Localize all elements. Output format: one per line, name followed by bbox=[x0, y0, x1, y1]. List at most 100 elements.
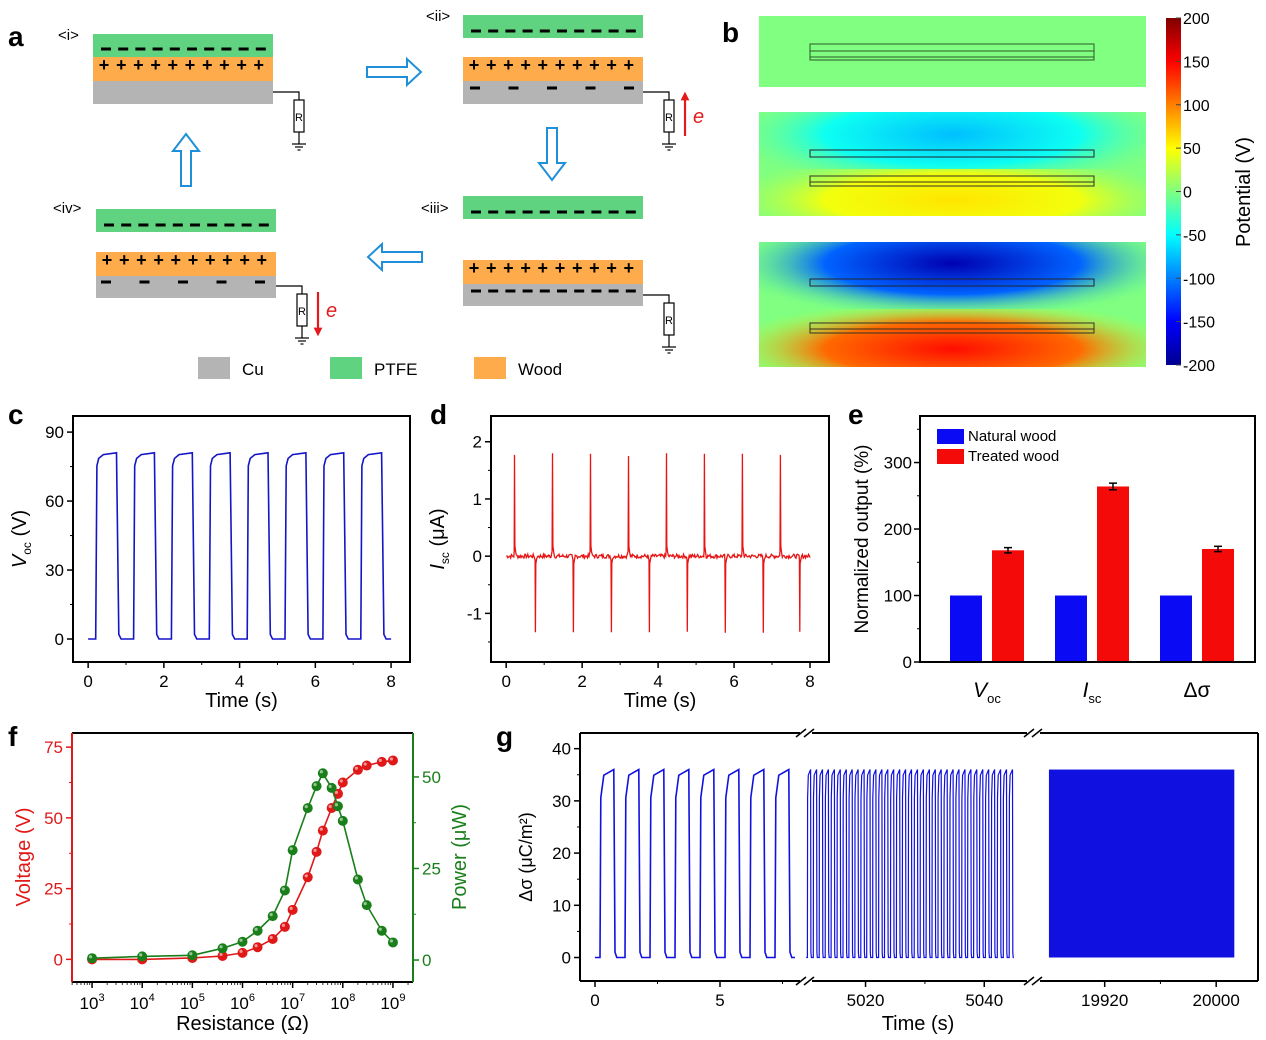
positive-charge: + bbox=[538, 258, 549, 278]
power-point bbox=[361, 900, 372, 911]
voltage-point bbox=[361, 760, 372, 771]
category-label: Voc bbox=[973, 679, 1001, 706]
power-point-highlight bbox=[389, 939, 394, 943]
stage-label: <iii> bbox=[421, 200, 449, 217]
power-point-highlight bbox=[189, 952, 193, 956]
power-point-highlight bbox=[339, 817, 343, 821]
legend-label-cu: Cu bbox=[242, 360, 264, 379]
copper-electrode bbox=[96, 276, 276, 298]
negative-charge bbox=[187, 47, 197, 51]
voltage-point bbox=[252, 942, 263, 953]
power-point-highlight bbox=[304, 804, 308, 809]
x-tick-label: 109 bbox=[380, 992, 405, 1013]
negative-charge bbox=[258, 223, 269, 227]
negative-charge bbox=[488, 29, 499, 33]
negative-charge bbox=[152, 47, 163, 51]
positive-charge: + bbox=[219, 55, 230, 75]
negative-charge bbox=[539, 289, 550, 293]
stage-label: <ii> bbox=[426, 8, 450, 25]
positive-charge: + bbox=[236, 55, 247, 75]
voltage-point-highlight bbox=[254, 944, 258, 948]
power-point bbox=[217, 943, 228, 954]
power-point-highlight bbox=[139, 953, 143, 957]
positive-charge: + bbox=[538, 55, 549, 75]
negative-charge bbox=[101, 280, 111, 284]
category-label: Isc bbox=[1083, 679, 1102, 706]
negative-charge bbox=[574, 29, 585, 33]
bar-treated-wood bbox=[1202, 548, 1234, 662]
negative-charge bbox=[625, 29, 636, 33]
power-line bbox=[92, 771, 394, 959]
negative-charge bbox=[591, 289, 602, 293]
y-tick-label: 60 bbox=[45, 492, 64, 511]
positive-charge: + bbox=[202, 55, 213, 75]
voltage-point-highlight bbox=[378, 758, 382, 762]
electrode-outline bbox=[809, 175, 1095, 187]
power-point-highlight bbox=[319, 770, 323, 774]
x-tick-label: 19920 bbox=[1081, 991, 1128, 1010]
electron-label: e bbox=[693, 106, 704, 128]
y-tick-label: -1 bbox=[467, 604, 482, 623]
legend-label-ptfe: PTFE bbox=[374, 360, 417, 379]
x-tick-label: 4 bbox=[653, 672, 662, 691]
negative-charge bbox=[591, 29, 602, 33]
negative-charge bbox=[241, 223, 252, 227]
bar-treated-wood bbox=[992, 550, 1024, 662]
negative-charge bbox=[139, 280, 150, 284]
power-point-highlight bbox=[219, 945, 223, 949]
y-tick-label: 0 bbox=[473, 547, 482, 566]
bar-natural-wood bbox=[950, 595, 982, 662]
colorbar-tick-label: 150 bbox=[1183, 54, 1210, 71]
axis-break-mark-icon bbox=[795, 976, 807, 986]
negative-charge bbox=[238, 47, 249, 51]
negative-charge bbox=[574, 289, 585, 293]
positive-potential-region bbox=[759, 309, 1146, 367]
left-y-tick-label: 75 bbox=[44, 738, 63, 757]
power-point bbox=[376, 925, 387, 936]
positive-charge: + bbox=[624, 258, 635, 278]
negative-charge bbox=[557, 210, 567, 214]
wire bbox=[273, 91, 300, 100]
positive-charge: + bbox=[624, 55, 635, 75]
y-tick-label: 0 bbox=[562, 949, 571, 968]
positive-charge: + bbox=[589, 55, 600, 75]
voltage-line bbox=[92, 759, 394, 961]
positive-charge: + bbox=[555, 55, 566, 75]
x-tick-label: 2 bbox=[577, 672, 586, 691]
power-point bbox=[252, 925, 263, 936]
voltage-point-highlight bbox=[269, 935, 273, 940]
electrode-outline bbox=[809, 322, 1095, 334]
colorbar-tick-label: -100 bbox=[1183, 271, 1215, 288]
ptfe-outline bbox=[809, 149, 1095, 158]
y-axis-label: Normalized output (%) bbox=[852, 444, 873, 633]
negative-charge bbox=[488, 210, 499, 214]
voltage-point-highlight bbox=[389, 757, 394, 761]
positive-charge: + bbox=[520, 55, 531, 75]
y-tick-label: 200 bbox=[884, 520, 912, 539]
axis-break-mark-icon bbox=[795, 728, 807, 738]
positive-potential-region bbox=[759, 169, 1146, 216]
x-tick-label: 5 bbox=[715, 991, 724, 1010]
positive-charge: + bbox=[150, 55, 161, 75]
y-axis-label: Δσ (μC/m²) bbox=[516, 812, 536, 901]
right-y-tick-label: 0 bbox=[422, 951, 431, 970]
plot-frame bbox=[490, 415, 830, 663]
legend-label-wood: Wood bbox=[518, 360, 562, 379]
colorbar-tick-label: 50 bbox=[1183, 141, 1201, 158]
x-tick-label: 105 bbox=[180, 992, 205, 1013]
negative-charge bbox=[178, 280, 188, 284]
panel-label-f: f bbox=[8, 721, 18, 752]
x-tick-label: 108 bbox=[330, 992, 355, 1013]
positive-charge: + bbox=[572, 55, 583, 75]
flow-arrow-left-icon bbox=[366, 241, 423, 273]
x-axis-label: Time (s) bbox=[882, 1013, 955, 1035]
power-point bbox=[387, 937, 398, 948]
stage-label: <iv> bbox=[53, 200, 82, 217]
device-outline bbox=[809, 43, 1095, 61]
wire bbox=[276, 285, 303, 294]
bar-natural-wood bbox=[1160, 595, 1192, 662]
power-point-highlight bbox=[328, 784, 332, 789]
positive-charge: + bbox=[133, 55, 144, 75]
axis-break-mark-icon bbox=[1023, 976, 1035, 986]
power-point-highlight bbox=[334, 803, 339, 807]
